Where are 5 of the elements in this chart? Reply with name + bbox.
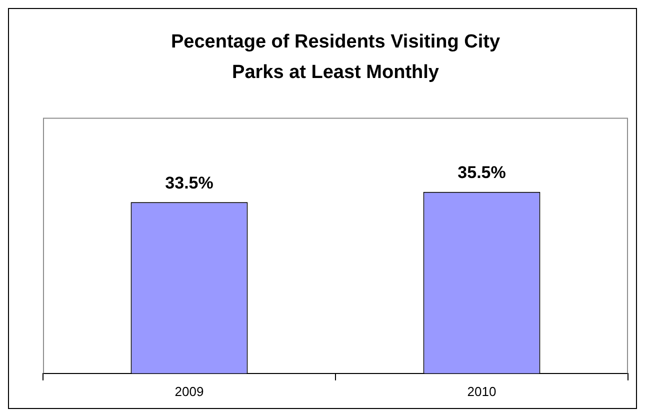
data-label: 33.5%: [165, 173, 214, 192]
x-tick-label: 2009: [174, 384, 204, 399]
data-label: 35.5%: [458, 163, 506, 182]
chart-title: Pecentage of Residents Visiting City Parks at Least Monthly: [170, 31, 500, 83]
x-tick-label: 2010: [467, 384, 496, 399]
